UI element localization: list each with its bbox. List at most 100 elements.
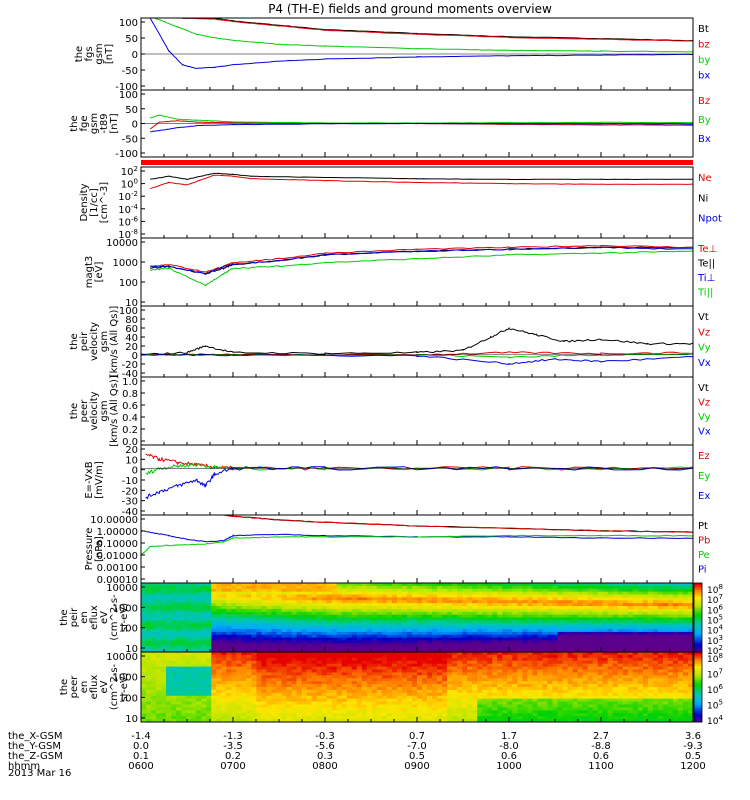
heatmap-cell — [582, 626, 589, 630]
heatmap-cell — [186, 608, 192, 613]
heatmap-cell — [351, 620, 358, 624]
heatmap-cell — [452, 614, 458, 619]
heatmap-cell — [296, 588, 303, 593]
heatmap-cell — [351, 603, 358, 607]
heatmap-cell — [612, 626, 619, 630]
heatmap-cell — [161, 666, 167, 671]
heatmap-cell — [321, 701, 328, 706]
heatmap-cell — [331, 707, 338, 711]
heatmap-cell — [271, 640, 278, 644]
heatmap-cell — [236, 611, 242, 616]
heatmap-cell — [497, 597, 503, 601]
heatmap-cell — [286, 678, 293, 682]
heatmap-cell — [406, 588, 413, 593]
heatmap-cell — [341, 620, 348, 624]
heatmap-cell — [401, 652, 408, 656]
heatmap-cell — [151, 626, 157, 630]
heatmap-cell — [261, 606, 268, 610]
heatmap-cell — [411, 608, 418, 613]
heatmap-cell — [166, 719, 172, 722]
heatmap-cell — [261, 666, 268, 671]
heatmap-cell — [637, 606, 644, 610]
heatmap-cell — [366, 614, 373, 619]
heatmap-cell — [361, 681, 368, 685]
heatmap-cell — [417, 692, 423, 697]
heatmap-cell — [366, 649, 373, 652]
heatmap-cell — [557, 640, 564, 644]
y-tick-label: 0.6 — [122, 401, 138, 412]
heatmap-cell — [286, 620, 293, 624]
heatmap-cell — [577, 600, 584, 604]
heatmap-cell — [527, 626, 534, 630]
heatmap-cell — [522, 713, 528, 717]
heatmap-cell — [361, 684, 368, 688]
heatmap-cell — [487, 600, 493, 604]
heatmap-cell — [286, 614, 293, 619]
heatmap-cell — [376, 678, 383, 682]
heatmap-cell — [396, 637, 403, 642]
heatmap-cell — [391, 707, 398, 711]
heatmap-cell — [542, 611, 549, 616]
heatmap-cell — [406, 620, 413, 624]
heatmap-cell — [381, 704, 388, 709]
heatmap-cell — [547, 591, 554, 596]
heatmap-cell — [567, 600, 574, 604]
legend-label: Vt — [698, 312, 709, 323]
heatmap-cell — [201, 695, 207, 700]
heatmap-cell — [422, 652, 428, 656]
heatmap-cell — [376, 591, 383, 596]
heatmap-cell — [176, 611, 182, 616]
heatmap-cell — [261, 629, 268, 633]
heatmap-cell — [361, 689, 368, 694]
heatmap-cell — [587, 588, 594, 593]
heatmap-cell — [371, 620, 378, 624]
heatmap-cell — [216, 649, 222, 652]
heatmap-cell — [291, 583, 298, 587]
y-tick-label: 0.8 — [122, 389, 138, 400]
heatmap-cell — [246, 643, 252, 647]
heatmap-cell — [156, 719, 162, 722]
heatmap-cell — [216, 710, 222, 714]
heatmap-cell — [336, 710, 343, 714]
heatmap-cell — [226, 640, 232, 644]
heatmap-cell — [186, 657, 192, 662]
heatmap-cell — [331, 716, 338, 720]
heatmap-cell — [577, 631, 584, 636]
heatmap-cell — [401, 597, 408, 601]
heatmap-cell — [356, 681, 363, 685]
heatmap-cell — [427, 646, 433, 650]
heatmap-cell — [336, 623, 343, 627]
heatmap-cell — [687, 597, 693, 601]
heatmap-cell — [341, 663, 348, 668]
heatmap-cell — [271, 591, 278, 596]
heatmap-cell — [301, 698, 308, 703]
heatmap-cell — [321, 608, 328, 613]
heatmap-cell — [467, 629, 473, 633]
heatmap-cell — [487, 606, 493, 610]
heatmap-cell — [151, 643, 157, 647]
heatmap-cell — [256, 710, 263, 714]
heatmap-cell — [517, 649, 523, 652]
heatmap-cell — [537, 629, 544, 633]
heatmap-cell — [452, 681, 458, 685]
heatmap-cell — [467, 654, 473, 659]
heatmap-cell — [667, 629, 674, 633]
heatmap-cell — [517, 719, 523, 722]
heatmap-cell — [492, 608, 498, 613]
heatmap-cell — [632, 591, 639, 596]
heatmap-cell — [316, 713, 323, 717]
heatmap-cell — [477, 657, 483, 662]
heatmap-cell — [321, 603, 328, 607]
heatmap-cell — [602, 600, 609, 604]
heatmap-cell — [171, 672, 177, 676]
heatmap-cell — [562, 629, 569, 633]
colorbar-cell — [694, 642, 702, 646]
colorbar-cell — [694, 649, 702, 653]
heatmap-cell — [161, 669, 167, 674]
heatmap-cell — [181, 646, 187, 650]
heatmap-cell — [401, 591, 408, 596]
heatmap-cell — [311, 634, 318, 639]
heatmap-cell — [316, 669, 323, 674]
heatmap-cell — [617, 603, 624, 607]
heatmap-cell — [467, 617, 473, 621]
